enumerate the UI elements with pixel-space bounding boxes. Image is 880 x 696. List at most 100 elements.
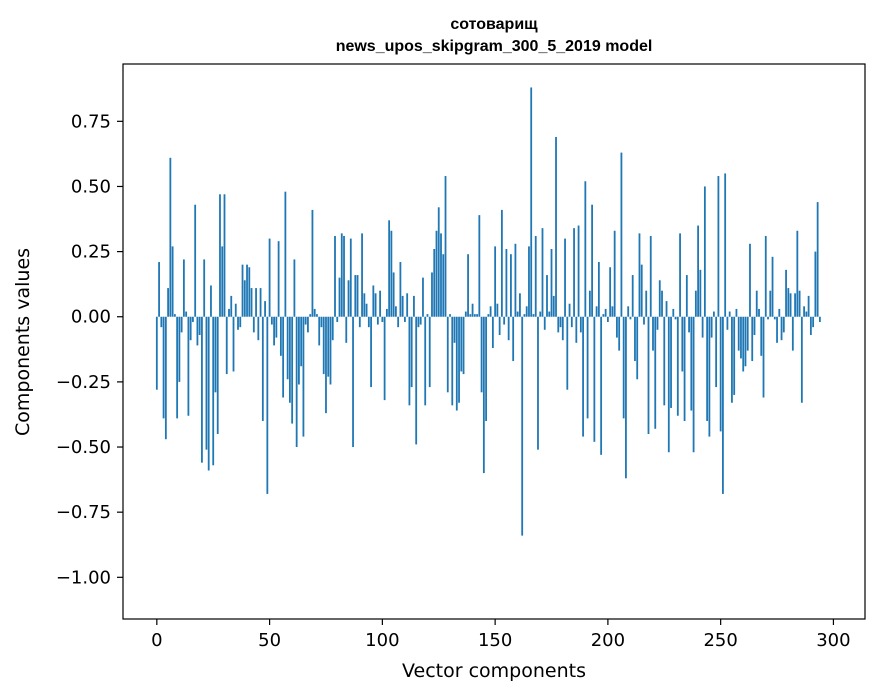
bar bbox=[812, 316, 815, 328]
bar bbox=[762, 316, 765, 398]
bar bbox=[397, 316, 400, 328]
bar bbox=[243, 280, 246, 317]
bar bbox=[575, 316, 578, 343]
bar bbox=[670, 316, 672, 408]
bar bbox=[210, 285, 212, 317]
bar bbox=[773, 316, 776, 320]
bar bbox=[622, 316, 625, 419]
bar bbox=[807, 295, 810, 317]
bar bbox=[291, 316, 294, 424]
bar bbox=[358, 316, 361, 328]
bar bbox=[169, 157, 172, 317]
bar bbox=[814, 251, 817, 317]
bar bbox=[279, 316, 282, 356]
bar bbox=[629, 316, 632, 320]
bar bbox=[753, 316, 756, 335]
bar bbox=[467, 254, 469, 317]
bar bbox=[379, 290, 381, 317]
bar bbox=[550, 249, 553, 317]
bar bbox=[597, 262, 600, 317]
bar bbox=[431, 272, 433, 317]
bar bbox=[758, 308, 760, 317]
bar bbox=[613, 230, 616, 317]
bar bbox=[462, 316, 465, 375]
bar bbox=[620, 152, 623, 317]
bar bbox=[579, 316, 582, 333]
bar bbox=[803, 306, 805, 317]
bar bbox=[221, 246, 224, 317]
plot-frame bbox=[122, 63, 866, 620]
bar bbox=[295, 316, 298, 448]
bar bbox=[302, 316, 305, 437]
bar bbox=[196, 316, 199, 346]
bar bbox=[532, 314, 535, 317]
bar bbox=[347, 280, 350, 317]
bar bbox=[460, 316, 463, 372]
bar bbox=[318, 316, 321, 346]
bar bbox=[189, 316, 192, 341]
bar bbox=[422, 277, 424, 317]
bar bbox=[246, 264, 248, 317]
bar bbox=[719, 316, 722, 432]
bar bbox=[588, 290, 591, 317]
bar bbox=[471, 303, 474, 317]
bar bbox=[282, 316, 285, 398]
bar bbox=[690, 316, 693, 411]
bar bbox=[205, 316, 208, 450]
bar bbox=[433, 249, 436, 317]
y-tick-label: −0.50 bbox=[56, 437, 111, 458]
bar bbox=[530, 87, 533, 317]
bar bbox=[284, 191, 287, 317]
bar bbox=[399, 262, 402, 317]
x-tick-label: 300 bbox=[816, 630, 850, 651]
bar bbox=[194, 204, 197, 317]
bar bbox=[611, 306, 614, 317]
bar bbox=[521, 316, 524, 536]
bar bbox=[329, 316, 332, 385]
bar bbox=[717, 176, 720, 317]
bar bbox=[582, 316, 584, 437]
bar bbox=[320, 316, 323, 328]
bar bbox=[519, 293, 521, 317]
bar bbox=[435, 230, 438, 317]
bar bbox=[742, 316, 745, 372]
bar bbox=[293, 259, 296, 317]
bar bbox=[733, 316, 736, 395]
bar bbox=[498, 316, 501, 335]
bar bbox=[173, 314, 176, 317]
bar bbox=[516, 311, 519, 317]
bar bbox=[658, 280, 661, 317]
bar bbox=[751, 316, 754, 362]
bar bbox=[372, 285, 375, 317]
bar bbox=[374, 293, 377, 317]
bar bbox=[264, 301, 266, 317]
bar bbox=[252, 316, 255, 333]
bar bbox=[270, 316, 273, 325]
bar bbox=[361, 233, 363, 317]
bar bbox=[336, 316, 339, 322]
bar bbox=[334, 235, 336, 317]
bar bbox=[570, 316, 573, 328]
bar bbox=[491, 316, 494, 349]
bar bbox=[237, 316, 239, 330]
bar bbox=[201, 316, 203, 463]
bar bbox=[286, 316, 289, 380]
bar bbox=[631, 275, 634, 317]
bar bbox=[771, 256, 774, 317]
bar bbox=[230, 295, 233, 317]
bar bbox=[225, 316, 228, 375]
bar bbox=[449, 314, 451, 317]
bar bbox=[343, 235, 345, 317]
bar bbox=[487, 314, 490, 317]
bar bbox=[697, 225, 699, 317]
bar bbox=[480, 316, 483, 393]
bar bbox=[663, 316, 666, 406]
bar bbox=[259, 288, 262, 317]
bar bbox=[643, 316, 645, 325]
bar bbox=[523, 314, 526, 317]
bar bbox=[300, 316, 303, 367]
bar bbox=[442, 254, 445, 317]
bar bbox=[528, 246, 530, 317]
bar bbox=[478, 215, 481, 317]
bar bbox=[591, 204, 593, 317]
